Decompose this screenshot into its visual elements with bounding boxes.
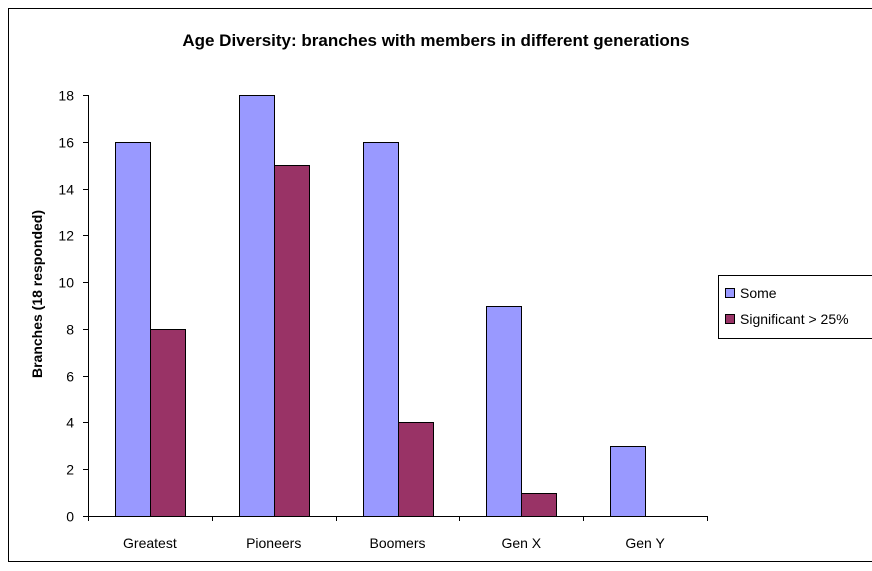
y-tick-label: 8 bbox=[66, 322, 74, 338]
bar-significant bbox=[150, 329, 186, 517]
bar-some bbox=[486, 306, 522, 517]
bar-significant bbox=[398, 422, 434, 517]
bar-significant bbox=[521, 493, 557, 517]
bar-some bbox=[115, 142, 151, 517]
legend-swatch-significant bbox=[725, 314, 735, 324]
x-tick-label: Gen Y bbox=[625, 535, 665, 551]
bar-some bbox=[610, 446, 646, 517]
legend-swatch-some bbox=[725, 288, 735, 298]
y-ticks: 0 2 4 6 8 10 12 14 16 18 bbox=[58, 88, 88, 525]
legend-box bbox=[718, 275, 872, 339]
y-tick-label: 4 bbox=[66, 415, 74, 431]
x-tick-label: Greatest bbox=[123, 535, 177, 551]
y-tick-label: 12 bbox=[58, 228, 74, 244]
y-tick-label: 18 bbox=[58, 88, 74, 104]
chart-title: Age Diversity: branches with members in … bbox=[182, 31, 689, 50]
legend-label-some: Some bbox=[740, 285, 777, 301]
y-tick-label: 14 bbox=[58, 182, 74, 198]
bar-some bbox=[363, 142, 399, 517]
x-tick-label: Pioneers bbox=[246, 535, 301, 551]
y-tick-label: 0 bbox=[66, 509, 74, 525]
bar-some bbox=[239, 95, 275, 517]
y-tick-label: 10 bbox=[58, 275, 74, 291]
y-tick-label: 16 bbox=[58, 135, 74, 151]
x-tick-label: Gen X bbox=[501, 535, 541, 551]
legend-label-significant: Significant > 25% bbox=[740, 311, 849, 327]
bars bbox=[115, 95, 646, 517]
x-ticks: Greatest Pioneers Boomers Gen X Gen Y bbox=[88, 516, 708, 551]
y-tick-label: 2 bbox=[66, 462, 74, 478]
legend: Some Significant > 25% bbox=[718, 275, 872, 339]
bar-significant bbox=[274, 165, 310, 517]
y-tick-label: 6 bbox=[66, 369, 74, 385]
y-axis-label: Branches (18 responded) bbox=[29, 210, 45, 378]
x-tick-label: Boomers bbox=[369, 535, 425, 551]
